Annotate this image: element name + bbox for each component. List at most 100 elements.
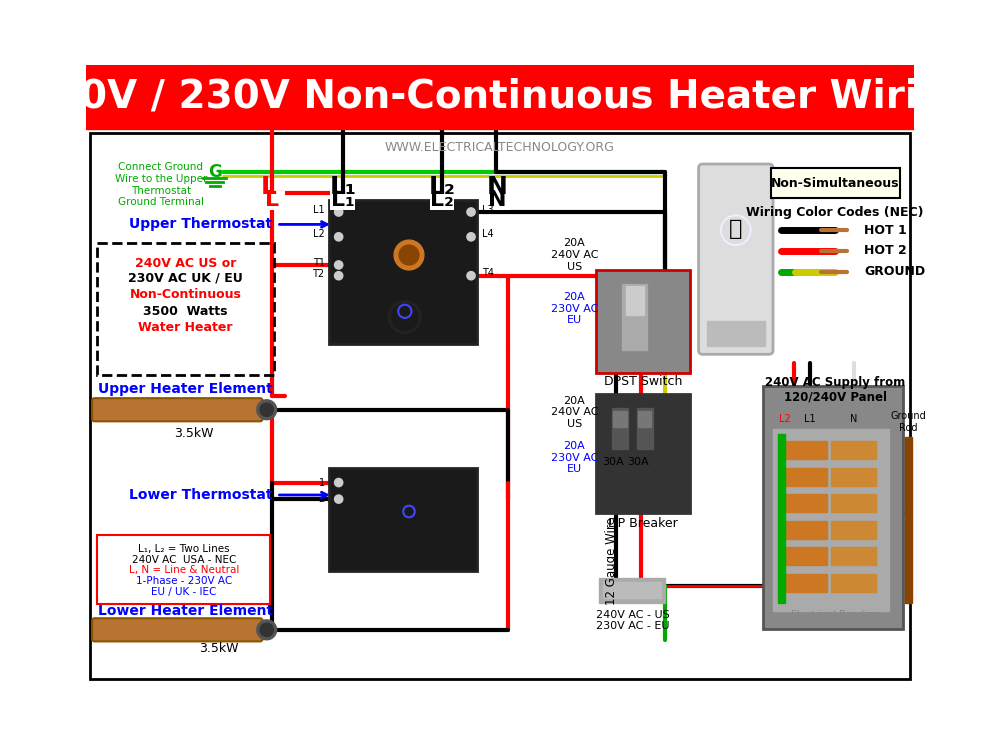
Text: L3: L3 [482,205,493,214]
Text: L2: L2 [313,230,325,239]
FancyBboxPatch shape [329,200,477,344]
Text: HOT 2: HOT 2 [864,244,907,257]
Text: Lower Thermostat: Lower Thermostat [129,488,272,502]
Bar [599,578,665,602]
Text: 20A
240V AC
US: 20A 240V AC US [551,396,598,429]
Bar [905,437,912,602]
Bar [638,410,651,427]
Text: N: N [487,176,508,200]
Text: 3500  Watts: 3500 Watts [143,304,228,318]
Circle shape [257,620,277,640]
Bar [831,547,876,566]
Text: 3.5kW: 3.5kW [174,427,214,440]
FancyBboxPatch shape [92,398,263,422]
Text: L₁: L₁ [331,190,355,211]
Circle shape [399,245,419,265]
Bar [831,441,876,460]
Text: 12 Gauge Wire: 12 Gauge Wire [605,518,618,605]
Text: T4: T4 [482,268,494,278]
Text: Connect Ground
Wire to the Upper
Thermostat
Ground Terminal: Connect Ground Wire to the Upper Thermos… [115,162,207,207]
Bar [778,433,785,603]
Text: EU / UK - IEC: EU / UK - IEC [151,586,217,597]
Text: 240V AC Supply from
120/240V Panel: 240V AC Supply from 120/240V Panel [765,376,905,404]
FancyBboxPatch shape [596,394,690,513]
Circle shape [467,208,475,216]
FancyBboxPatch shape [430,191,454,209]
Text: T2: T2 [312,269,325,279]
Text: Non-Simultaneous: Non-Simultaneous [771,176,899,190]
Bar [612,408,628,449]
Text: GROUND: GROUND [864,265,925,278]
Text: L4: L4 [482,230,493,239]
FancyBboxPatch shape [596,270,690,373]
Text: 30A: 30A [603,457,624,466]
Bar [831,520,876,538]
Text: Water Heater: Water Heater [138,321,233,334]
Text: 30A: 30A [627,457,649,466]
Text: L₁: L₁ [329,176,356,200]
FancyBboxPatch shape [330,191,355,209]
Bar [781,574,827,592]
Bar [781,547,827,566]
Bar [637,408,653,449]
Circle shape [394,240,424,270]
Text: L1: L1 [804,414,816,424]
Circle shape [335,232,343,241]
Text: L, N = Line & Neutral: L, N = Line & Neutral [129,566,239,575]
Text: Upper Heater Element: Upper Heater Element [98,382,273,396]
Bar [781,494,827,512]
Text: L2: L2 [779,414,790,424]
Text: 240V AC - US: 240V AC - US [596,610,669,620]
Text: Electrical Bonding: Electrical Bonding [791,610,879,620]
Text: L1: L1 [313,205,325,214]
Text: G: G [208,164,221,182]
FancyBboxPatch shape [699,164,773,354]
Text: Wiring Color Codes (NEC): Wiring Color Codes (NEC) [746,206,924,218]
Text: Lower Heater Element: Lower Heater Element [98,604,273,618]
Text: 240V AC US or: 240V AC US or [135,256,236,270]
Text: L₂: L₂ [429,176,456,200]
FancyBboxPatch shape [329,469,477,571]
Text: WWW.ELECTRICALTECHNOLOGY.ORG: WWW.ELECTRICALTECHNOLOGY.ORG [385,141,615,154]
Bar [86,64,914,129]
Bar [831,468,876,486]
Text: L: L [265,190,280,211]
Circle shape [467,232,475,241]
Text: L₁, L₂ = Two Lines: L₁, L₂ = Two Lines [138,544,230,554]
Text: L₂: L₂ [430,190,454,211]
Text: N: N [850,414,858,424]
Bar [781,468,827,486]
Bar [831,494,876,512]
Text: 230V AC UK / EU: 230V AC UK / EU [128,272,243,285]
Text: 20A
230V AC
EU: 20A 230V AC EU [551,292,598,326]
Text: Upper Thermostat: Upper Thermostat [129,217,272,232]
Bar [622,284,647,350]
Text: ELECTRICALTECHNOLOGY.ORG: ELECTRICALTECHNOLOGY.ORG [772,619,899,628]
Bar [781,520,827,538]
FancyBboxPatch shape [485,191,510,209]
Text: 2: 2 [318,494,325,504]
FancyBboxPatch shape [260,191,285,209]
Bar [626,286,644,316]
Text: 240V / 230V Non-Continuous Heater Wiring: 240V / 230V Non-Continuous Heater Wiring [26,78,974,116]
Circle shape [388,301,421,334]
Text: Ground
Rod: Ground Rod [891,411,927,433]
Bar [773,429,889,610]
FancyBboxPatch shape [771,168,900,198]
Circle shape [260,623,273,637]
Text: DP Breaker: DP Breaker [608,518,678,530]
Text: 20A
230V AC
EU: 20A 230V AC EU [551,441,598,474]
Bar [603,582,661,598]
Bar [781,441,827,460]
Text: 230V AC - EU: 230V AC - EU [596,621,669,631]
Circle shape [335,208,343,216]
Text: DPST Switch: DPST Switch [604,375,682,388]
Bar [90,134,910,680]
Text: Non-Continuous: Non-Continuous [130,288,242,302]
Circle shape [335,272,343,280]
Circle shape [335,478,343,487]
Text: 1-Phase - 230V AC: 1-Phase - 230V AC [136,576,232,586]
Text: 240V AC  USA - NEC: 240V AC USA - NEC [132,554,236,565]
Text: HOT 1: HOT 1 [864,224,907,237]
Circle shape [257,400,277,420]
